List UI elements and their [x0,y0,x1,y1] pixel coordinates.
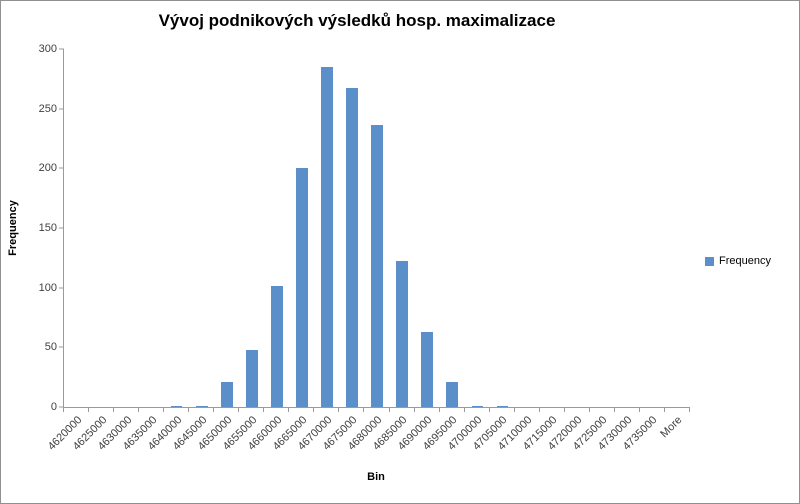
x-tick-label: More [658,414,685,441]
bar-slot [590,49,615,407]
x-tick-mark [689,408,690,412]
x-tick-mark [538,408,540,412]
legend-swatch [705,256,714,266]
bar-slot [515,49,540,407]
legend: Frequency [705,255,771,267]
y-tick-label: 150 [38,222,57,234]
bar-slot [114,49,139,407]
bar [321,66,333,407]
bar [496,405,509,407]
x-tick-mark [238,408,240,412]
bar-slot [415,49,440,407]
y-tick-mark [59,48,64,50]
y-tick-label: 250 [38,102,57,115]
x-tick-mark [338,408,340,412]
legend-label: Frequency [719,255,771,267]
x-axis-tick-labels: 4620000 4625000 4630000 4635000 4640000 46450… [45,414,689,466]
x-tick-mark [213,408,215,412]
bar-slot [365,49,390,407]
y-axis-tick-labels: 0 50 100 150 200 250 300 [19,43,57,413]
x-tick-mark [588,408,590,412]
x-tick-mark [288,408,290,412]
bar [471,405,484,407]
bar [221,381,233,407]
bar [396,261,408,407]
x-tick-mark [88,408,90,412]
bar-slot [440,49,465,407]
bar-slot [239,49,264,407]
x-tick-mark [613,408,615,412]
bar-slot [340,49,365,407]
bar [246,349,258,407]
bar-slot [139,49,164,407]
bar-slot [214,49,239,407]
x-tick-mark [638,408,640,412]
y-tick-mark [59,406,64,408]
bar-slot [189,49,214,407]
bar-slot [264,49,289,407]
bar [271,286,283,407]
bar-slot [615,49,640,407]
bar-slot [390,49,415,407]
x-tick-mark [513,408,515,412]
x-tick-mark [113,408,115,412]
y-tick-label: 100 [38,281,57,294]
bar [296,168,308,407]
x-tick-mark [463,408,465,412]
y-tick-mark [59,346,64,348]
bar [170,405,183,407]
x-tick-mark [188,408,190,412]
x-tick-mark [413,408,415,412]
bar-slot [490,49,515,407]
y-tick-label: 50 [44,341,57,354]
bar [446,381,458,407]
y-tick-label: 300 [38,43,57,55]
x-tick-mark [663,408,665,412]
x-tick-mark [438,408,440,412]
x-tick-mark [138,408,140,412]
y-tick-mark [59,108,64,110]
bar-slot [164,49,189,407]
x-axis-tick-marks [63,408,690,412]
bar-slot [665,49,690,407]
y-axis-title: Frequency [7,200,20,256]
x-tick-mark [163,408,165,412]
bar-slot [640,49,665,407]
bar-slot [314,49,339,407]
x-tick-mark [263,408,265,412]
bar-slot [465,49,490,407]
bar [196,405,208,407]
x-tick-mark [388,408,390,412]
y-tick-label: 0 [50,401,57,413]
x-tick-mark [313,408,315,412]
x-axis-title: Bin [367,471,385,483]
x-tick-mark [563,408,565,412]
bar-slot [64,49,89,407]
bar-series [64,49,690,407]
bar-slot [540,49,565,407]
bar-slot [89,49,114,407]
y-tick-mark [59,167,64,169]
y-tick-mark [59,227,64,229]
bar [371,125,383,407]
plot-area [59,48,690,408]
y-tick-mark [59,287,64,289]
x-tick-mark [363,408,365,412]
x-tick-mark [63,408,64,412]
x-tick-mark [488,408,490,412]
bar-slot [565,49,590,407]
bar [346,88,358,407]
y-tick-label: 200 [38,162,57,175]
bar [421,331,433,407]
chart-title: Vývoj podnikových výsledků hosp. maximal… [158,11,556,30]
bar-slot [289,49,314,407]
